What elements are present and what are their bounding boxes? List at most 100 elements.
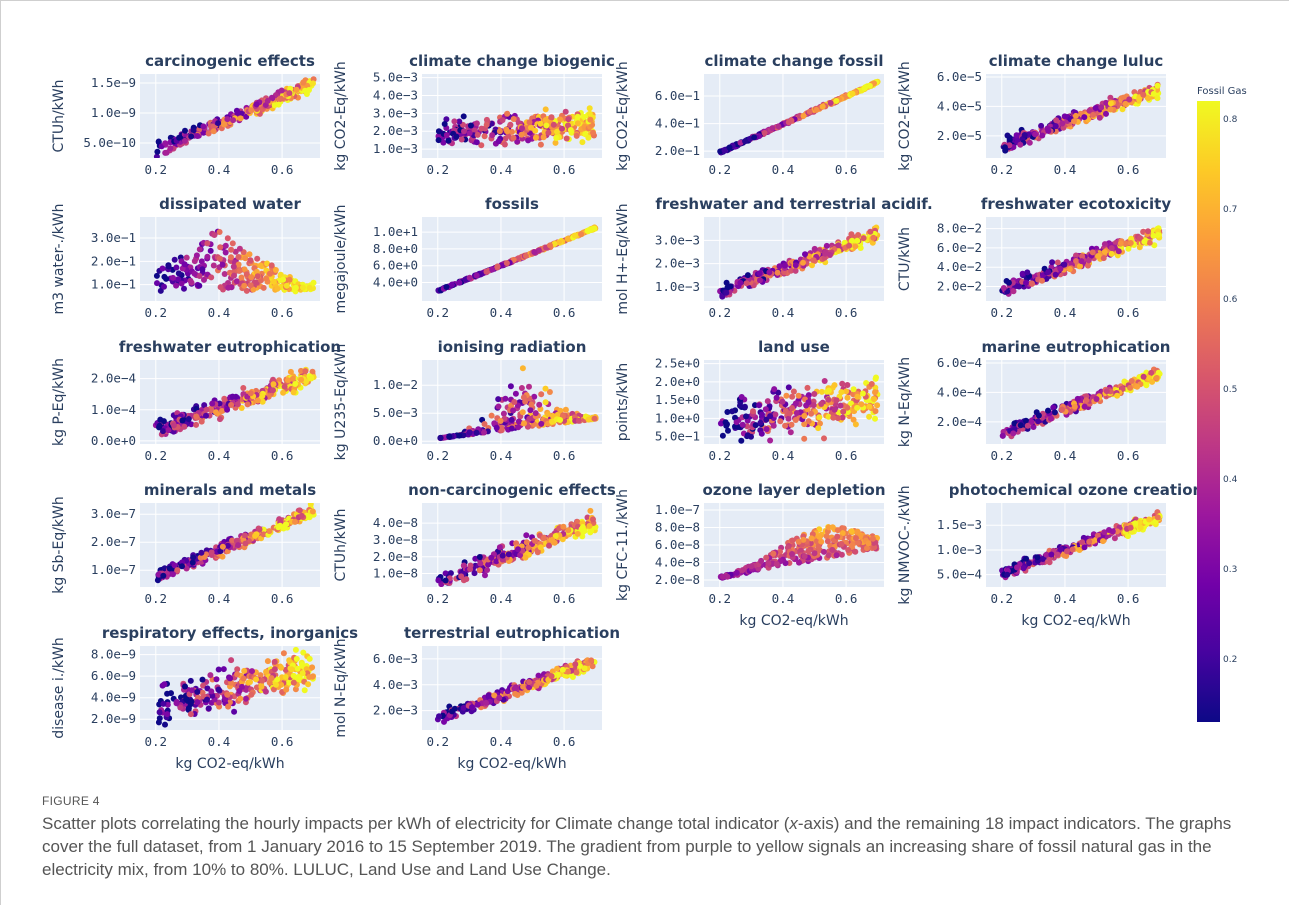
- data-point: [1132, 520, 1139, 527]
- data-point: [247, 282, 254, 289]
- data-point: [866, 82, 873, 89]
- y-tick-label: 2.0e−4: [937, 414, 982, 429]
- panel-title: dissipated water: [159, 195, 301, 213]
- data-point: [542, 106, 549, 113]
- data-point: [783, 392, 790, 399]
- x-tick-label: 0.4: [208, 448, 231, 463]
- data-point: [190, 554, 197, 561]
- data-point: [741, 403, 748, 410]
- data-point: [743, 413, 749, 420]
- y-tick-label: 2.0e−3: [655, 256, 700, 271]
- data-point: [283, 282, 290, 289]
- data-point: [191, 258, 198, 265]
- data-point: [729, 408, 736, 415]
- x-tick-label: 0.4: [1054, 448, 1077, 463]
- data-point: [545, 129, 552, 136]
- data-point: [565, 116, 572, 123]
- data-point: [854, 528, 861, 535]
- data-point: [574, 113, 581, 120]
- data-point: [224, 235, 231, 242]
- data-point: [224, 116, 231, 123]
- data-point: [565, 527, 572, 534]
- data-point: [1122, 240, 1129, 247]
- data-point: [733, 569, 740, 576]
- data-point: [483, 121, 490, 128]
- data-point: [268, 262, 275, 269]
- data-point: [774, 269, 781, 276]
- y-tick-label: 2.0e−4: [91, 371, 136, 386]
- data-point: [182, 127, 188, 134]
- data-point: [254, 397, 261, 404]
- scatter-points: [717, 524, 880, 581]
- scatter-points: [152, 366, 317, 438]
- data-point: [1048, 551, 1055, 558]
- data-point: [763, 426, 770, 433]
- y-tick-label: 4.0e−3: [373, 87, 418, 102]
- data-point: [259, 393, 266, 399]
- data-point: [829, 524, 836, 531]
- data-point: [1086, 538, 1093, 545]
- data-point: [531, 249, 538, 255]
- data-point: [278, 664, 285, 671]
- y-tick-label: 1.0e−7: [655, 502, 700, 517]
- y-tick-label: 1.0e+0: [655, 410, 700, 425]
- data-point: [750, 408, 756, 415]
- scatter-points: [999, 509, 1163, 581]
- y-tick-label: 1.0e−4: [91, 402, 136, 417]
- data-point: [810, 402, 817, 409]
- data-point: [204, 253, 211, 260]
- data-point: [854, 393, 861, 400]
- data-point: [268, 94, 275, 101]
- data-point: [451, 118, 458, 125]
- data-point: [777, 418, 784, 425]
- data-point: [272, 267, 279, 273]
- data-point: [574, 120, 581, 127]
- data-point: [505, 551, 512, 558]
- data-point: [854, 539, 861, 546]
- data-point: [163, 275, 170, 282]
- data-point: [231, 272, 237, 279]
- data-point: [779, 398, 786, 405]
- data-point: [448, 281, 455, 288]
- data-point: [201, 276, 207, 283]
- y-axis-label: CTUh/kWh: [333, 509, 349, 582]
- y-tick-label: 3.0e−3: [655, 232, 700, 247]
- data-point: [586, 110, 593, 117]
- data-point: [1001, 144, 1008, 151]
- data-point: [821, 435, 827, 442]
- data-point: [770, 422, 777, 429]
- data-point: [248, 274, 255, 281]
- data-point: [1085, 257, 1092, 264]
- data-point: [1101, 249, 1108, 255]
- data-point: [300, 79, 307, 86]
- data-point: [481, 421, 488, 427]
- data-point: [250, 286, 257, 293]
- data-point: [815, 425, 822, 432]
- data-point: [542, 117, 549, 123]
- y-axis-label: megajoule/kWh: [333, 204, 349, 313]
- data-point: [1120, 94, 1127, 101]
- data-point: [456, 432, 463, 439]
- data-point: [1016, 283, 1023, 290]
- data-point: [819, 103, 826, 110]
- data-point: [721, 147, 728, 154]
- data-point: [1028, 280, 1035, 287]
- data-point: [845, 547, 852, 553]
- data-point: [260, 526, 267, 533]
- data-point: [855, 232, 862, 238]
- data-point: [591, 415, 598, 422]
- scatter-points: [153, 228, 317, 295]
- data-point: [868, 381, 875, 387]
- data-point: [498, 424, 505, 431]
- data-point: [476, 554, 483, 560]
- data-point: [816, 533, 823, 540]
- data-point: [1107, 106, 1114, 113]
- data-point: [194, 133, 201, 139]
- data-point: [292, 381, 299, 387]
- data-point: [167, 145, 174, 152]
- data-point: [213, 409, 219, 416]
- data-point: [825, 552, 832, 559]
- data-point: [176, 134, 183, 141]
